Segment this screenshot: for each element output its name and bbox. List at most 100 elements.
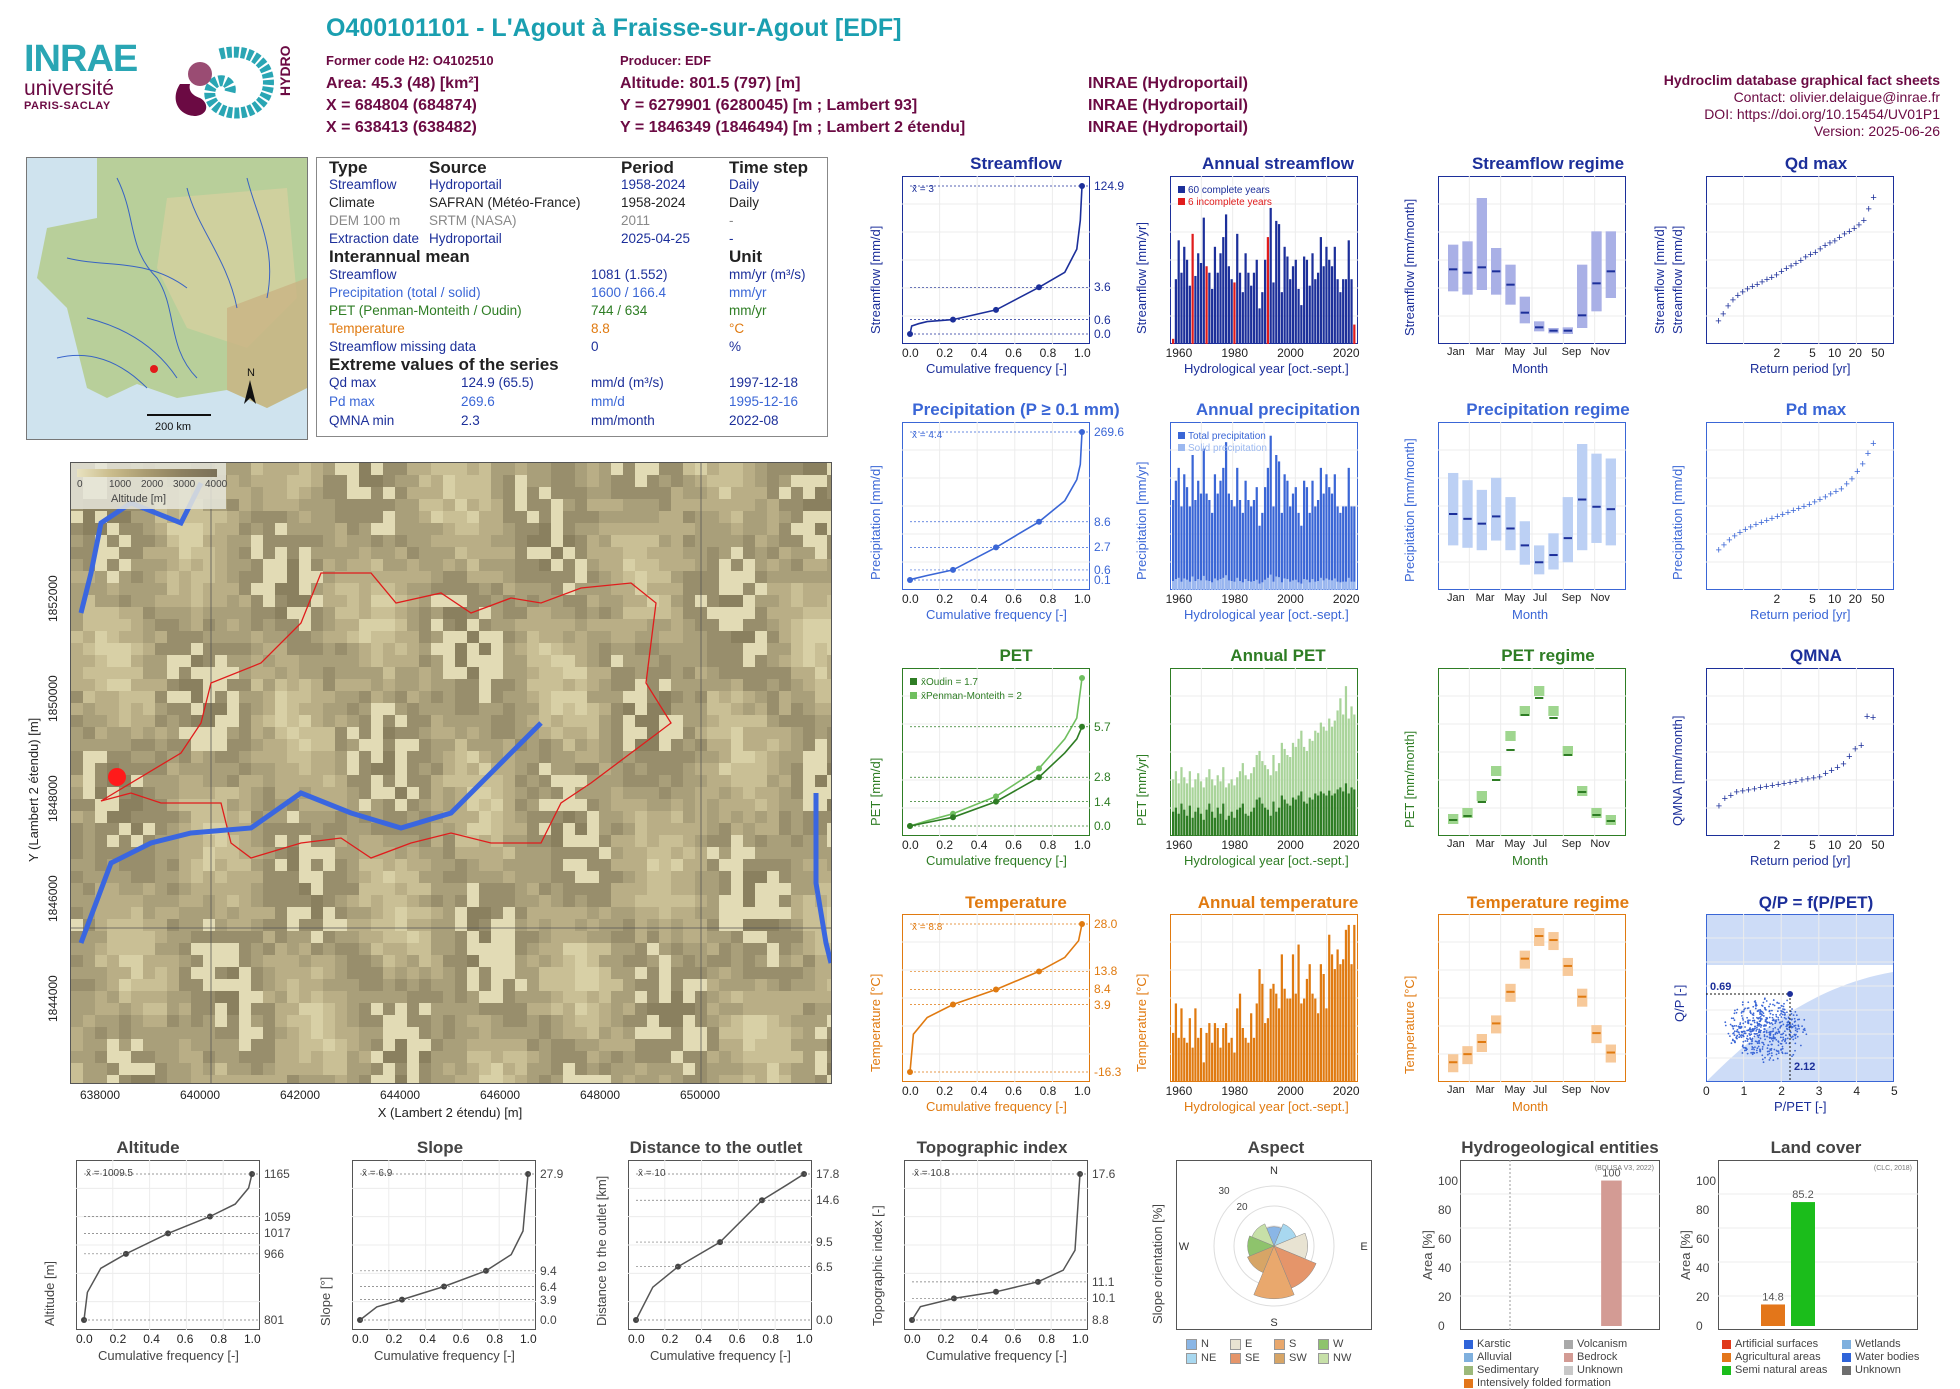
terrain-cell: [599, 931, 611, 943]
terrain-cell: [431, 859, 443, 871]
terrain-cell: [527, 823, 539, 835]
terrain-cell: [815, 979, 827, 991]
terrain-cell: [359, 631, 371, 643]
x-axis-label: P/PET [-]: [1774, 1099, 1827, 1114]
terrain-cell: [287, 583, 299, 595]
terrain-cell: [551, 703, 563, 715]
terrain-cell: [827, 775, 831, 787]
terrain-cell: [539, 523, 551, 535]
terrain-cell: [599, 907, 611, 919]
terrain-cell: [803, 703, 815, 715]
terrain-cell: [479, 871, 491, 883]
terrain-cell: [455, 643, 467, 655]
terrain-cell: [779, 919, 791, 931]
terrain-cell: [767, 919, 779, 931]
terrain-cell: [383, 511, 395, 523]
terrain-cell: [107, 679, 119, 691]
solid-bar: [1197, 579, 1199, 590]
terrain-cell: [263, 667, 275, 679]
terrain-cell: [419, 955, 431, 967]
terrain-cell: [803, 499, 815, 511]
terrain-cell: [455, 955, 467, 967]
oudin-bar: [1208, 804, 1210, 836]
terrain-cell: [263, 1075, 275, 1083]
terrain-cell: [443, 955, 455, 967]
terrain-cell: [167, 631, 179, 643]
terrain-cell: [263, 511, 275, 523]
terrain-cell: [431, 883, 443, 895]
year-bar: [1323, 974, 1325, 1082]
year-bar: [1217, 273, 1219, 344]
terrain-cell: [167, 943, 179, 955]
terrain-cell: [107, 919, 119, 931]
terrain-cell: [647, 943, 659, 955]
terrain-cell: [455, 751, 467, 763]
data-point: [1724, 1021, 1726, 1023]
altitude-gradient: [77, 469, 217, 477]
terrain-cell: [707, 811, 719, 823]
right-tick-label: 0.1: [1094, 573, 1111, 587]
terrain-cell: [647, 751, 659, 763]
terrain-cell: [95, 715, 107, 727]
terrain-cell: [635, 1063, 647, 1075]
terrain-cell: [611, 895, 623, 907]
terrain-cell: [335, 1051, 347, 1063]
data-point: [1791, 1013, 1793, 1015]
precip_regime-plot: [1438, 422, 1626, 590]
data-point: [1797, 1036, 1799, 1038]
terrain-cell: [83, 871, 95, 883]
terrain-cell: [587, 931, 599, 943]
terrain-cell: [599, 511, 611, 523]
terrain-cell: [323, 583, 335, 595]
right-tick-label: 13.8: [1094, 964, 1117, 978]
terrain-cell: [287, 751, 299, 763]
terrain-cell: [683, 895, 695, 907]
terrain-cell: [395, 703, 407, 715]
data-point: [1764, 1024, 1766, 1026]
terrain-cell: [647, 1075, 659, 1083]
solid-bar: [1183, 578, 1185, 590]
terrain-cell: [731, 547, 743, 559]
terrain-cell: [479, 823, 491, 835]
regime-range: [1591, 231, 1601, 311]
data-point: [1763, 1061, 1765, 1063]
terrain-cell: [479, 895, 491, 907]
terrain-cell: [359, 463, 371, 475]
terrain-cell: [455, 559, 467, 571]
terrain-cell: [383, 571, 395, 583]
terrain-cell: [275, 715, 287, 727]
terrain-cell: [359, 1027, 371, 1039]
terrain-cell: [311, 1051, 323, 1063]
terrain-cell: [287, 511, 299, 523]
terrain-cell: [803, 895, 815, 907]
terrain-cell: [503, 499, 515, 511]
terrain-cell: [539, 967, 551, 979]
terrain-cell: [791, 1063, 803, 1075]
x-tick-label: 20: [1849, 592, 1862, 606]
oudin-bar: [1303, 802, 1305, 836]
year-bar: [1200, 494, 1202, 590]
terrain-cell: [395, 1051, 407, 1063]
terrain-cell: [179, 1075, 191, 1083]
terrain-cell: [71, 835, 83, 847]
terrain-cell: [275, 739, 287, 751]
terrain-cell: [395, 475, 407, 487]
terrain-cell: [215, 943, 227, 955]
terrain-cell: [671, 883, 683, 895]
terrain-cell: [743, 1015, 755, 1027]
terrain-cell: [755, 919, 767, 931]
terrain-cell: [467, 979, 479, 991]
terrain-cell: [599, 535, 611, 547]
terrain-cell: [143, 991, 155, 1003]
terrain-cell: [827, 595, 831, 607]
data-point: [1772, 1028, 1774, 1030]
terrain-cell: [83, 787, 95, 799]
terrain-cell: [311, 535, 323, 547]
sheet-doi[interactable]: DOI: https://doi.org/10.15454/UV01P1: [1664, 106, 1940, 123]
altitude-title: Altitude: [116, 1138, 179, 1158]
sheet-contact[interactable]: Contact: olivier.delaigue@inrae.fr: [1664, 89, 1940, 106]
terrain-cell: [407, 691, 419, 703]
terrain-cell: [503, 979, 515, 991]
terrain-cell: [323, 475, 335, 487]
terrain-cell: [527, 607, 539, 619]
